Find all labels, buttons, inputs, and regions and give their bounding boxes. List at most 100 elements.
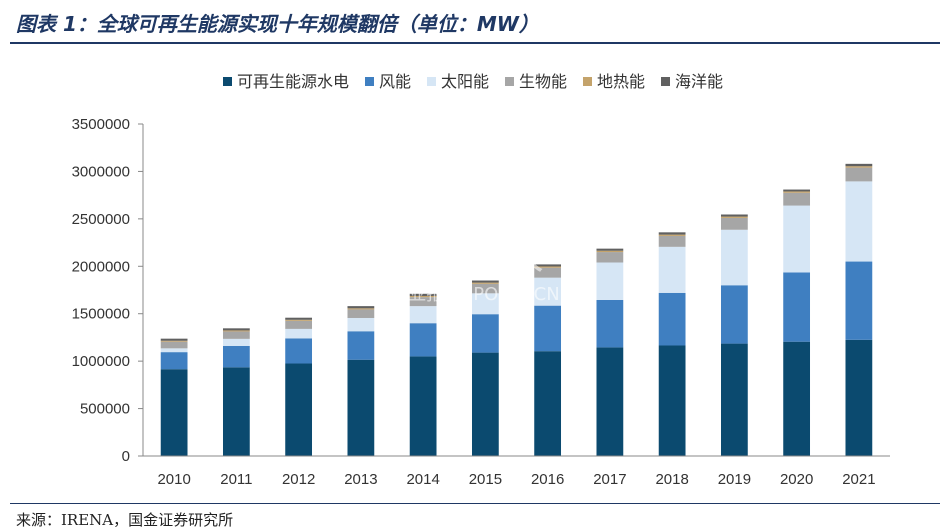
bar-segment-2012-s1 <box>285 338 313 364</box>
y-tick-label: 1500000 <box>72 306 130 323</box>
bar-segment-2012-s4 <box>285 319 313 321</box>
y-tick-label: 2000000 <box>72 258 130 275</box>
bar-segment-2021-s3 <box>845 167 873 182</box>
legend-swatch <box>365 77 374 86</box>
bar-segment-2012-s3 <box>285 320 313 329</box>
x-tick-label: 2014 <box>406 471 439 488</box>
bar-segment-2010-s5 <box>160 338 188 341</box>
bar-segment-2018-s2 <box>658 246 686 293</box>
bar-segment-2011-s0 <box>222 367 250 456</box>
stacked-bar-chart: 可再生能源水电 风能 太阳能 生物能 地热能 海洋能 0 500000 1000000 1500… <box>72 72 890 488</box>
legend-swatch <box>583 77 592 86</box>
bar-segment-2011-s2 <box>222 338 250 346</box>
bar-segment-2015-s5 <box>471 280 499 283</box>
bar-segment-2016-s4 <box>534 266 562 268</box>
bar-segment-2020-s3 <box>783 192 811 206</box>
bar-segment-2019-s3 <box>720 217 748 230</box>
bar-segment-2011-s4 <box>222 330 250 332</box>
x-axis: 2010 2011 2012 2013 2014 2015 2016 2017 2018 2019… <box>143 455 890 488</box>
bar-segment-2020-s4 <box>783 191 811 193</box>
bar-segment-2014-s0 <box>409 356 437 456</box>
bar-segment-2015-s0 <box>471 352 499 456</box>
bar-segment-2014-s1 <box>409 323 437 357</box>
bar-segment-2013-s0 <box>347 359 375 456</box>
bar-segment-2014-s4 <box>409 295 437 298</box>
bar-segment-2019-s5 <box>720 214 748 217</box>
bar-segment-2013-s3 <box>347 309 375 318</box>
x-tick-label: 2011 <box>220 471 252 488</box>
bar-segment-2012-s5 <box>285 317 313 320</box>
bar-segment-2020-s0 <box>783 341 811 456</box>
bar-segment-2010-s2 <box>160 348 188 353</box>
x-tick-label: 2016 <box>531 471 564 488</box>
title-divider <box>10 42 940 44</box>
bar-segment-2019-s4 <box>720 216 748 218</box>
bar-segment-2017-s0 <box>596 347 624 456</box>
bar-segment-2019-s0 <box>720 343 748 456</box>
bar-segment-2019-s2 <box>720 229 748 286</box>
y-axis: 0 500000 1000000 1500000 2000000 2500000 30000… <box>72 116 144 465</box>
bar-segment-2010-s0 <box>160 369 188 456</box>
bar-segment-2010-s3 <box>160 341 188 349</box>
bar-segment-2021-s2 <box>845 181 873 262</box>
x-tick-label: 2013 <box>344 471 377 488</box>
bar-segment-2011-s1 <box>222 345 250 368</box>
chart-title: 图表 1：全球可再生能源实现十年规模翻倍（单位：MW） <box>16 12 539 36</box>
y-tick-label: 2500000 <box>72 211 130 228</box>
x-tick-label: 2017 <box>593 471 626 488</box>
y-tick-label: 500000 <box>80 401 130 418</box>
bar-segment-2018-s4 <box>658 234 686 236</box>
bar-segment-2018-s5 <box>658 232 686 235</box>
legend-swatch <box>223 77 232 86</box>
bar-segment-2011-s3 <box>222 331 250 339</box>
legend-label: 地热能 <box>597 72 645 91</box>
y-tick-label: 3500000 <box>72 116 130 133</box>
legend: 可再生能源水电 风能 太阳能 生物能 地热能 海洋能 <box>223 72 723 91</box>
source-divider <box>10 503 940 504</box>
bar-segment-2014-s2 <box>409 306 437 324</box>
bar-segment-2021-s5 <box>845 163 873 167</box>
legend-label: 生物能 <box>519 72 567 91</box>
bar-segment-2017-s2 <box>596 262 624 300</box>
bar-segment-2018-s3 <box>658 235 686 247</box>
y-tick-label: 3000000 <box>72 163 130 180</box>
x-tick-label: 2010 <box>157 471 190 488</box>
watermark: 并购家 行业报告 IPOIPO.CN <box>390 227 559 305</box>
bars <box>160 163 873 456</box>
x-tick-label: 2015 <box>469 471 502 488</box>
bar-segment-2015-s1 <box>471 314 499 353</box>
bar-segment-2015-s3 <box>471 283 499 294</box>
bar-segment-2016-s3 <box>534 267 562 278</box>
bar-segment-2019-s1 <box>720 285 748 344</box>
bar-segment-2012-s0 <box>285 363 313 456</box>
bar-segment-2020-s2 <box>783 205 811 273</box>
bar-segment-2016-s5 <box>534 264 562 267</box>
bar-segment-2013-s5 <box>347 306 375 309</box>
bar-segment-2016-s1 <box>534 305 562 352</box>
bar-segment-2018-s0 <box>658 345 686 456</box>
bar-segment-2017-s1 <box>596 299 624 348</box>
legend-label: 海洋能 <box>675 72 723 91</box>
bar-segment-2013-s4 <box>347 308 375 310</box>
bar-segment-2017-s3 <box>596 252 624 263</box>
y-tick-label: 1000000 <box>72 353 130 370</box>
bar-segment-2018-s1 <box>658 292 686 346</box>
bar-segment-2011-s5 <box>222 328 250 331</box>
x-tick-label: 2019 <box>718 471 751 488</box>
bar-segment-2010-s4 <box>160 340 188 342</box>
bar-segment-2016-s2 <box>534 277 562 306</box>
bar-segment-2015-s4 <box>471 282 499 284</box>
bar-segment-2017-s4 <box>596 250 624 253</box>
bar-segment-2021-s1 <box>845 261 873 340</box>
legend-swatch <box>661 77 670 86</box>
legend-label: 太阳能 <box>441 72 489 91</box>
legend-swatch <box>427 77 436 86</box>
bar-segment-2013-s2 <box>347 317 375 332</box>
bar-segment-2013-s1 <box>347 331 375 360</box>
bar-segment-2017-s5 <box>596 248 624 251</box>
x-tick-label: 2018 <box>655 471 688 488</box>
bar-segment-2016-s0 <box>534 351 562 456</box>
watermark-sub-text: 行业报告 IPOIPO.CN <box>390 284 559 305</box>
x-tick-label: 2021 <box>842 471 875 488</box>
source-note: 来源：IRENA，国金证券研究所 <box>16 511 234 529</box>
